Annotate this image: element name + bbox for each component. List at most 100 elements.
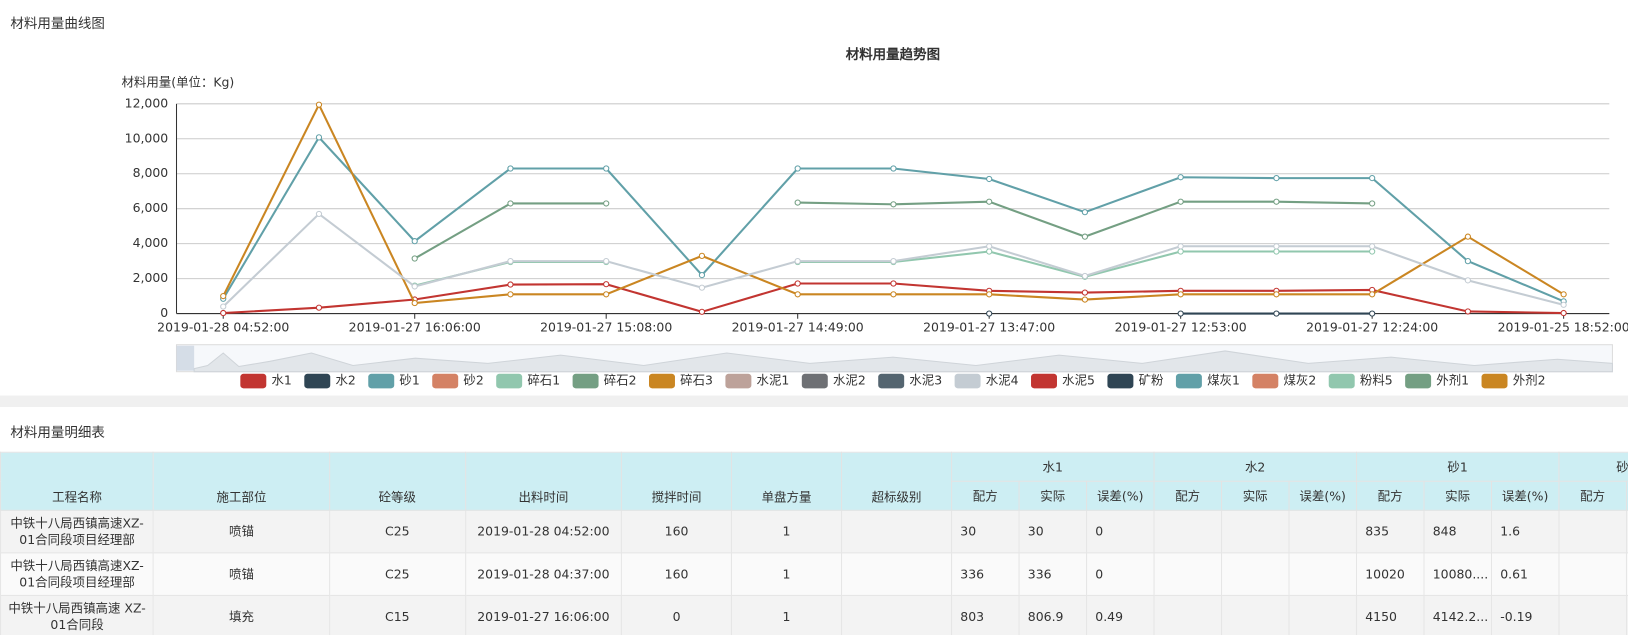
data-point	[698, 308, 706, 315]
data-point	[794, 199, 801, 206]
table-cell	[1625, 594, 1628, 635]
data-point	[603, 281, 610, 288]
legend-label: 外剂1	[1436, 373, 1469, 388]
legend-swatch	[572, 373, 599, 389]
sub-header: 配方	[950, 480, 1020, 511]
data-point	[1369, 174, 1376, 182]
table-cell: 4150	[1355, 594, 1425, 635]
legend-swatch	[304, 373, 331, 389]
data-point	[794, 165, 801, 172]
table-cell: 2019-01-27 16:06:00	[464, 594, 623, 635]
data-point	[986, 291, 993, 298]
legend-item[interactable]: 水1	[240, 373, 292, 389]
legend-label: 砂1	[399, 373, 419, 388]
x-tick-label: 2019-01-27 12:53:00	[1115, 320, 1247, 335]
table-cell	[1625, 509, 1628, 554]
legend-label: 碎石3	[680, 373, 713, 388]
table-cell	[1288, 552, 1357, 596]
legend-swatch	[432, 373, 459, 389]
x-tick-label: 2019-01-27 14:49:00	[732, 320, 864, 335]
table-cell: 30	[950, 509, 1020, 554]
data-point	[507, 281, 514, 288]
legend-item[interactable]: 水泥1	[725, 373, 789, 389]
table-cell: 160	[621, 552, 733, 596]
legend-item[interactable]: 煤灰2	[1252, 373, 1316, 389]
legend-item[interactable]: 水泥2	[801, 373, 866, 389]
legend-label: 水泥5	[1062, 373, 1095, 388]
legend-swatch	[1405, 373, 1432, 389]
sub-header: 配方	[1355, 480, 1425, 511]
data-point	[1273, 243, 1280, 250]
table-cell: 806.9	[1018, 594, 1087, 635]
table-cell: 10020	[1355, 552, 1425, 596]
series-line	[414, 200, 1373, 260]
data-point	[603, 165, 610, 172]
legend-item[interactable]: 外剂2	[1481, 373, 1546, 389]
legend-item[interactable]: 碎石2	[572, 373, 637, 389]
legend-swatch	[1252, 373, 1279, 389]
data-point	[986, 243, 993, 250]
data-point	[603, 258, 610, 265]
y-tick-label: 8,000	[133, 165, 169, 180]
data-point	[1369, 310, 1376, 317]
group-header: 水2	[1153, 451, 1357, 482]
table-cell	[1220, 594, 1290, 635]
legend-item[interactable]: 砂1	[368, 373, 420, 389]
legend-item[interactable]: 水泥3	[878, 373, 942, 389]
data-point	[411, 283, 418, 290]
data-zoom-handle[interactable]	[176, 345, 195, 371]
legend-swatch	[1481, 373, 1508, 389]
legend-swatch	[649, 373, 675, 389]
legend-item[interactable]: 碎石3	[649, 373, 713, 389]
legend-item[interactable]: 砂2	[432, 373, 484, 389]
data-point	[1369, 200, 1376, 207]
data-point	[1464, 258, 1472, 265]
legend-label: 水泥1	[757, 373, 790, 388]
table-cell	[840, 509, 952, 554]
legend-item[interactable]: 水2	[304, 373, 356, 389]
sub-header: 误差(%)	[1490, 480, 1560, 511]
legend-label: 碎石1	[527, 373, 560, 388]
data-point	[698, 271, 706, 279]
data-point	[890, 201, 897, 208]
panel-title: 材料用量明细表	[10, 425, 105, 442]
table-cell	[1288, 509, 1357, 554]
table-body: 中铁十八局西镇高速XZ-01合同段项目经理部 喷锚 C25 2019-01-28 04…	[0, 509, 1628, 635]
data-point	[1369, 248, 1376, 255]
data-point	[507, 165, 514, 172]
legend-item[interactable]: 矿粉	[1107, 373, 1164, 389]
table-cell: 1	[731, 552, 843, 596]
data-point	[986, 248, 993, 255]
table-cell: C15	[328, 594, 466, 635]
legend-item[interactable]: 水泥4	[954, 373, 1019, 389]
sub-header: 误差(%)	[1085, 480, 1155, 511]
legend-item[interactable]: 煤灰1	[1175, 373, 1240, 389]
legend-item[interactable]: 粉料5	[1328, 373, 1393, 389]
column-header: 砼等级	[328, 451, 466, 511]
data-point	[315, 101, 323, 108]
y-tick-label: 12,000	[125, 95, 169, 110]
data-point	[411, 299, 418, 307]
legend-swatch	[496, 373, 523, 389]
data-point	[794, 280, 801, 287]
table-cell: 2019-01-28 04:52:00	[464, 509, 623, 554]
table-cell: C25	[328, 509, 466, 554]
data-point	[1081, 233, 1089, 240]
data-point	[890, 280, 897, 287]
legend-item[interactable]: 外剂1	[1405, 373, 1469, 389]
data-point	[794, 291, 801, 298]
data-point	[411, 255, 418, 262]
data-point	[986, 198, 993, 205]
group-header: 水1	[950, 451, 1155, 482]
data-point	[986, 175, 993, 183]
legend-item[interactable]: 水泥5	[1031, 373, 1095, 389]
legend-item[interactable]: 碎石1	[496, 373, 560, 389]
x-tick-label: 2019-01-27 16:06:00	[349, 320, 481, 335]
table-cell	[1288, 594, 1357, 635]
legend-label: 水泥2	[833, 373, 866, 388]
table-cell: 10080....	[1423, 552, 1492, 596]
table-cell	[1558, 552, 1627, 596]
data-point	[986, 310, 993, 317]
